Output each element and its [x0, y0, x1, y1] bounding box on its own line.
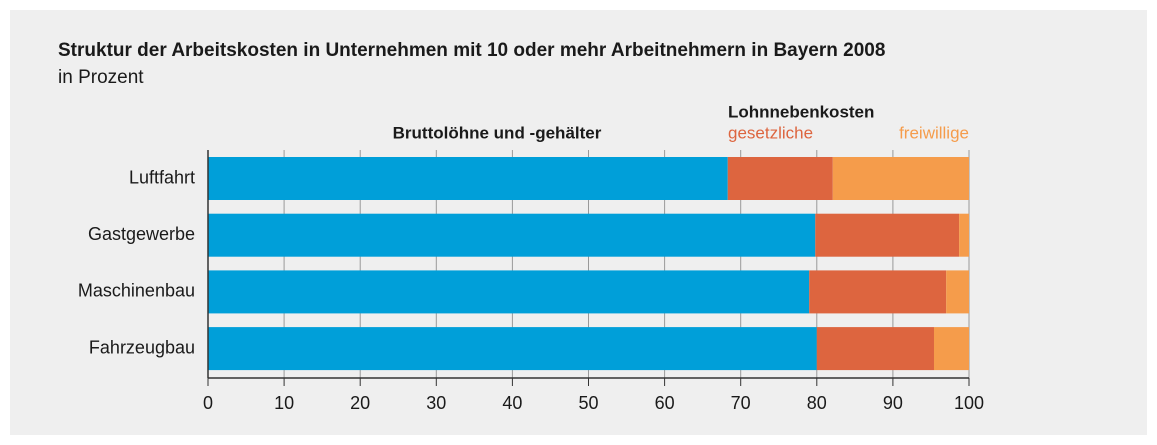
bar-segment [959, 213, 969, 257]
bar-segment [933, 327, 969, 371]
bar-segment [208, 327, 817, 371]
chart-subtitle: in Prozent [58, 67, 144, 88]
y-tick-label: Maschinenbau [78, 281, 195, 301]
chart-title: Struktur der Arbeitskosten in Unternehme… [58, 40, 885, 61]
x-tick-label: 80 [807, 393, 827, 413]
bar-segment [208, 270, 810, 314]
y-tick-label: Gastgewerbe [88, 224, 195, 244]
x-tick-label: 10 [274, 393, 294, 413]
legend-label: freiwillige [899, 123, 969, 142]
x-tick-label: 90 [883, 393, 903, 413]
bar-segment [208, 213, 816, 257]
bar-segment [809, 270, 947, 314]
x-tick-label: 100 [954, 393, 984, 413]
bar-segment [727, 157, 833, 200]
x-tick-label: 40 [502, 393, 522, 413]
x-tick-label: 20 [350, 393, 370, 413]
x-tick-label: 60 [655, 393, 675, 413]
bar-segment [208, 157, 728, 200]
bar-segment [832, 157, 969, 200]
x-tick-label: 50 [578, 393, 598, 413]
bar-segment [816, 327, 934, 371]
x-tick-label: 70 [731, 393, 751, 413]
legend-group: Lohnnebenkosten [728, 102, 874, 121]
y-tick-label: Luftfahrt [129, 167, 195, 187]
x-tick-label: 30 [426, 393, 446, 413]
legend-label: gesetzliche [728, 123, 813, 142]
legend-label: Bruttolöhne und -gehälter [393, 123, 602, 142]
x-tick-label: 0 [203, 393, 213, 413]
bar-segment [815, 213, 960, 257]
bar-segment [946, 270, 969, 314]
y-tick-label: Fahrzeugbau [89, 337, 195, 357]
